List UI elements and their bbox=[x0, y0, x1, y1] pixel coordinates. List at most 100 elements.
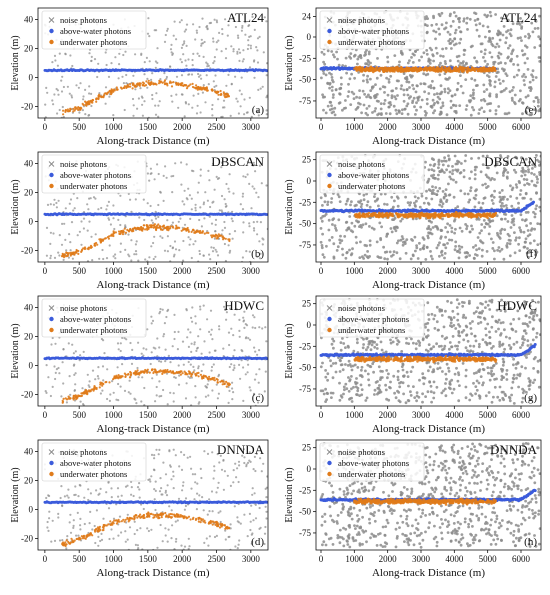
noise-photon bbox=[190, 467, 193, 470]
underwater-photon bbox=[157, 82, 161, 85]
noise-photon bbox=[142, 354, 145, 357]
noise-photon bbox=[192, 23, 195, 26]
noise-photon bbox=[64, 238, 67, 241]
noise-photon bbox=[184, 497, 188, 500]
noise-photon bbox=[261, 237, 264, 240]
noise-photon bbox=[253, 455, 256, 458]
noise-photon bbox=[151, 97, 154, 101]
noise-photon bbox=[109, 393, 112, 396]
noise-photon bbox=[210, 328, 213, 331]
noise-photon bbox=[519, 36, 522, 40]
noise-photon bbox=[365, 48, 368, 52]
noise-photon bbox=[157, 453, 160, 456]
noise-photon bbox=[249, 47, 252, 50]
noise-photon bbox=[110, 62, 113, 65]
noise-photon bbox=[414, 113, 417, 116]
noise-photon bbox=[223, 198, 226, 201]
noise-photon bbox=[420, 98, 424, 102]
noise-photon bbox=[404, 77, 408, 81]
noise-photon bbox=[129, 392, 132, 395]
noise-photon bbox=[45, 254, 49, 257]
noise-photon bbox=[429, 86, 433, 90]
noise-photon bbox=[113, 227, 116, 231]
noise-photon bbox=[174, 454, 177, 457]
noise-photon bbox=[196, 191, 199, 194]
noise-photon bbox=[427, 59, 431, 62]
underwater-photon bbox=[175, 83, 178, 86]
noise-photon bbox=[259, 87, 262, 90]
noise-photon bbox=[96, 75, 99, 79]
noise-photon bbox=[225, 182, 228, 186]
underwater-photon bbox=[74, 106, 77, 109]
noise-photon bbox=[159, 78, 162, 81]
noise-photon bbox=[330, 111, 334, 115]
noise-photon bbox=[171, 345, 174, 348]
noise-photon bbox=[251, 15, 254, 18]
noise-photon bbox=[181, 93, 184, 96]
noise-photon bbox=[65, 249, 68, 252]
underwater-photon bbox=[114, 231, 117, 234]
noise-photon bbox=[174, 520, 177, 523]
noise-photon bbox=[228, 251, 231, 254]
noise-photon bbox=[194, 481, 197, 484]
noise-photon bbox=[149, 204, 152, 208]
axes-frame bbox=[37, 295, 269, 407]
noise-photon bbox=[519, 89, 522, 93]
noise-photon bbox=[187, 103, 190, 106]
noise-photon bbox=[162, 199, 165, 202]
noise-photon bbox=[228, 190, 231, 193]
underwater-photon bbox=[98, 525, 101, 528]
noise-photon bbox=[356, 105, 360, 109]
noise-photon bbox=[97, 493, 100, 496]
noise-photon bbox=[199, 305, 202, 308]
underwater-photon bbox=[199, 373, 202, 376]
noise-photon bbox=[217, 511, 220, 514]
noise-photon bbox=[242, 231, 245, 234]
noise-photon bbox=[193, 498, 196, 501]
noise-photon bbox=[397, 111, 401, 114]
underwater-photon bbox=[103, 237, 106, 240]
underwater-photon bbox=[85, 535, 88, 538]
noise-photon bbox=[160, 394, 163, 398]
noise-photon bbox=[203, 450, 206, 453]
noise-photon bbox=[417, 95, 421, 99]
underwater-photon bbox=[74, 396, 77, 399]
underwater-photon bbox=[212, 378, 215, 381]
noise-photon bbox=[203, 541, 206, 545]
noise-photon bbox=[110, 496, 113, 499]
noise-photon bbox=[485, 88, 489, 91]
underwater-photon bbox=[198, 231, 201, 234]
underwater-photon bbox=[93, 529, 96, 532]
underwater-photon bbox=[123, 227, 126, 230]
underwater-photon bbox=[62, 109, 65, 112]
underwater-photon bbox=[129, 373, 132, 377]
underwater-photon bbox=[69, 254, 72, 257]
noise-photon bbox=[401, 108, 404, 112]
noise-photon bbox=[468, 17, 472, 21]
noise-photon bbox=[110, 528, 113, 531]
legend-label: underwater photons bbox=[60, 37, 127, 47]
noise-photon bbox=[258, 393, 261, 396]
underwater-photon bbox=[62, 544, 66, 547]
noise-photon bbox=[136, 544, 139, 547]
noise-photon bbox=[432, 59, 435, 63]
noise-photon bbox=[143, 218, 146, 222]
noise-photon bbox=[172, 448, 175, 451]
noise-photon bbox=[476, 84, 479, 87]
underwater-photon bbox=[99, 238, 102, 241]
noise-photon bbox=[101, 248, 104, 252]
noise-photon bbox=[218, 461, 221, 464]
noise-photon bbox=[477, 112, 481, 115]
noise-photon bbox=[135, 240, 138, 243]
noise-photon bbox=[195, 29, 198, 32]
noise-photon bbox=[253, 76, 256, 79]
noise-photon bbox=[322, 108, 325, 112]
noise-photon bbox=[173, 313, 176, 316]
noise-photon bbox=[225, 318, 228, 321]
noise-photon bbox=[208, 22, 211, 25]
noise-photon bbox=[530, 73, 533, 77]
noise-photon bbox=[157, 104, 160, 107]
noise-photon bbox=[254, 517, 258, 520]
noise-photon bbox=[250, 504, 253, 507]
